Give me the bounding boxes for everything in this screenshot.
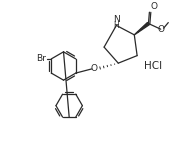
- Text: HCl: HCl: [144, 61, 162, 71]
- Text: O: O: [150, 2, 157, 11]
- Text: O: O: [157, 25, 164, 34]
- Text: N: N: [113, 16, 120, 25]
- Polygon shape: [134, 22, 149, 35]
- Text: Br: Br: [36, 54, 46, 63]
- Text: H: H: [114, 21, 119, 30]
- Text: O: O: [90, 64, 97, 73]
